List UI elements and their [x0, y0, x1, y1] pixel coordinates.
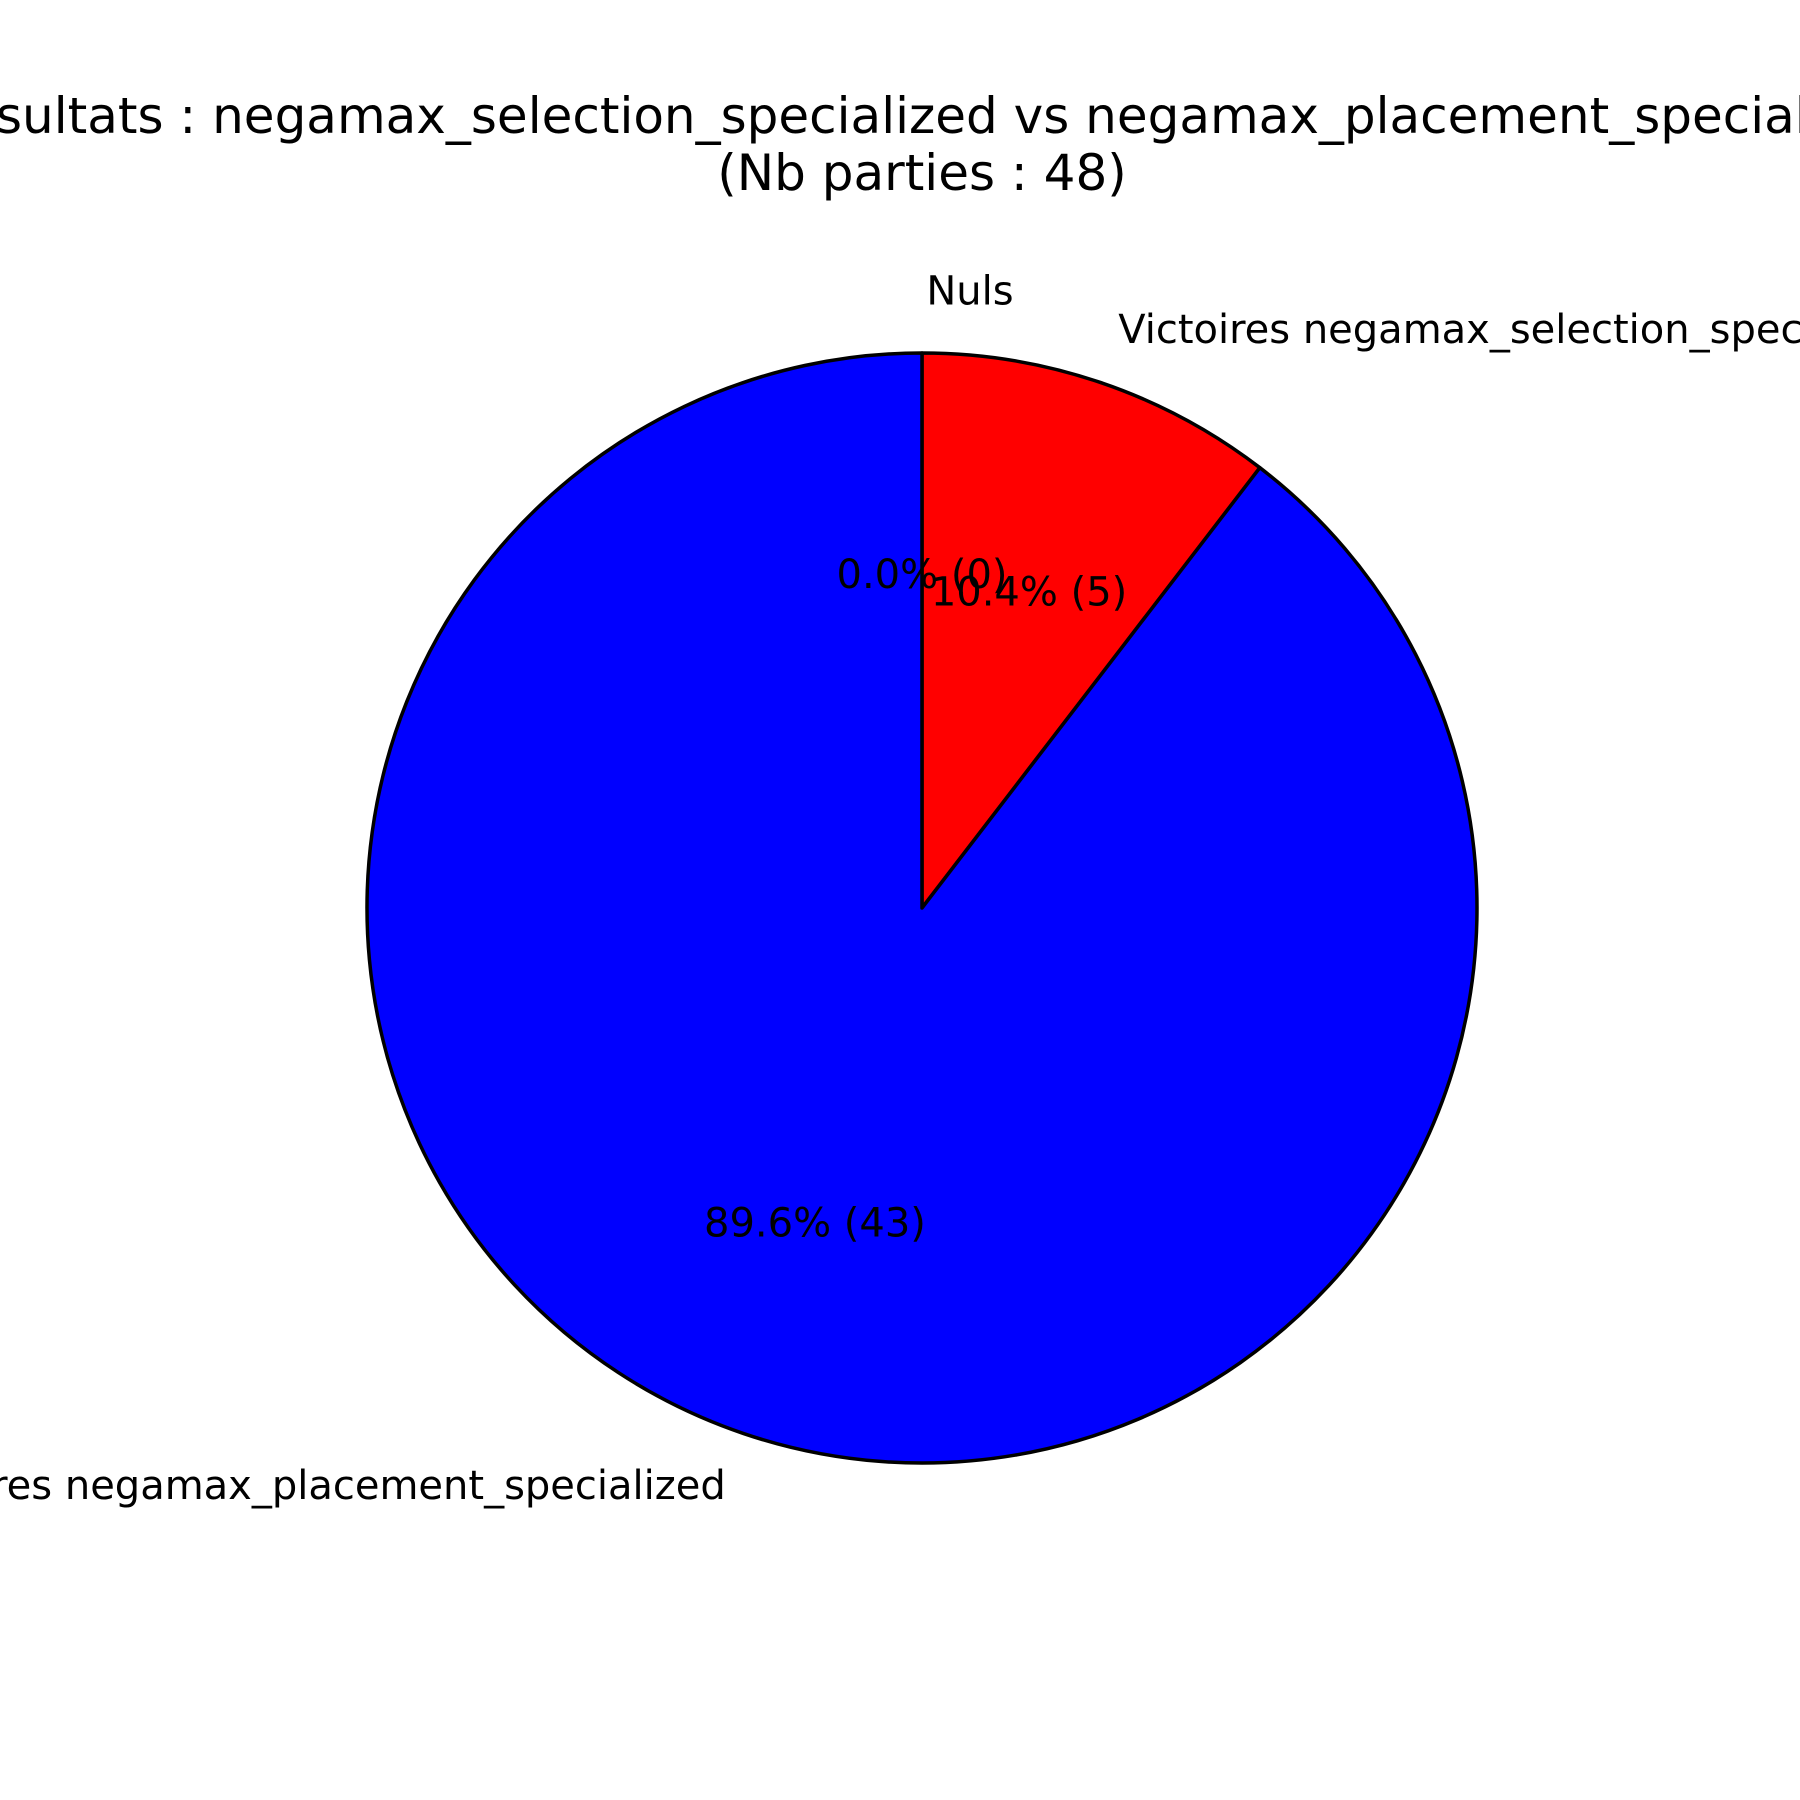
- pie-labels: Nuls 0.0% (0) Victoires negamax_selection_…: [0, 269, 1800, 1510]
- chart-subtitle: (Nb parties : 48): [717, 144, 1127, 202]
- chart-title: Résultats : negamax_selection_specialize…: [0, 87, 1800, 145]
- chart-title-group: Résultats : negamax_selection_specialize…: [0, 87, 1800, 202]
- slice-percent-label-1: 10.4% (5): [931, 570, 1127, 616]
- pie-slice-2: [365, 351, 1479, 1465]
- pie-slices: [365, 351, 1479, 1465]
- pie-slice-1: [920, 351, 1262, 910]
- slice-label-0: Nuls: [926, 269, 1013, 315]
- slice-percent-label-2: 89.6% (43): [704, 1200, 926, 1246]
- slice-percent-label-0: 0.0% (0): [837, 552, 1008, 598]
- slice-label-2: Victoires negamax_placement_specialized: [0, 1463, 726, 1509]
- slice-label-1: Victoires negamax_selection_specialized: [1118, 307, 1800, 353]
